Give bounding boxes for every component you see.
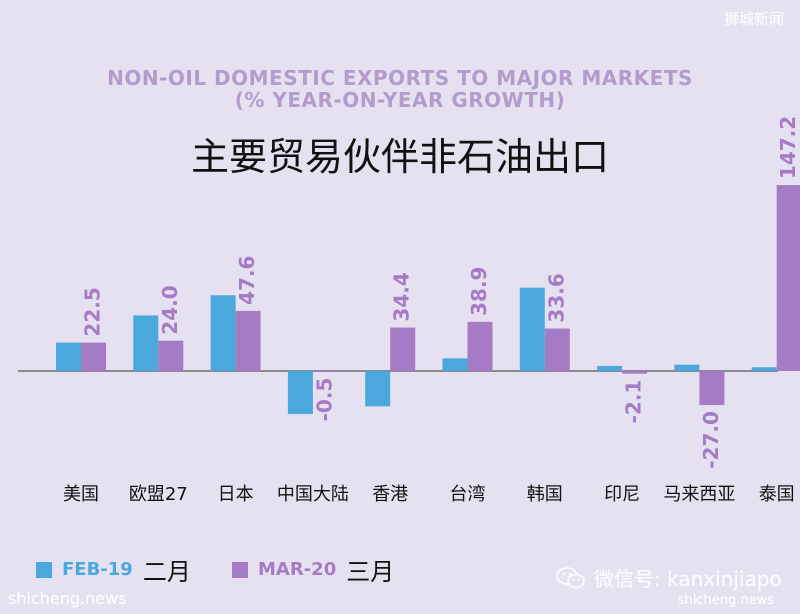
site-watermark-right: shicheng.news [677, 593, 774, 608]
bar-feb-2 [210, 295, 236, 371]
bar-feb-7 [597, 365, 623, 371]
bar-feb-9 [751, 367, 777, 371]
category-label-8: 马来西亚 [663, 484, 735, 505]
category-label-9: 泰国 [759, 484, 795, 505]
legend-label-mar: MAR-20 [258, 559, 337, 580]
bar-feb-5 [442, 358, 468, 371]
legend-item-mar: MAR-20 三月 [232, 552, 394, 587]
bar-feb-6 [519, 287, 545, 371]
bar-feb-0 [56, 342, 81, 371]
wechat-id-text: 微信号: kanxinjiapo [594, 567, 782, 591]
category-label-2: 日本 [218, 484, 254, 505]
category-label-7: 印尼 [604, 484, 640, 505]
value-label-8: -27.0 [699, 411, 723, 469]
chart-title: NON-OIL DOMESTIC EXPORTS TO MAJOR MARKET… [107, 66, 693, 90]
value-label-0: 22.5 [81, 287, 105, 336]
top-watermark: 狮城新闻 [723, 10, 784, 28]
chart-subtitle: (% YEAR-ON-YEAR GROWTH) [234, 88, 566, 112]
legend-item-feb: FEB-19 二月 [36, 552, 191, 587]
wechat-watermark: 微信号: kanxinjiapo [556, 563, 782, 592]
category-label-0: 美国 [63, 484, 99, 505]
value-label-7: -2.1 [622, 380, 646, 424]
site-watermark-left: shicheng.news [8, 589, 127, 608]
bar-feb-3 [287, 371, 313, 414]
value-label-6: 33.6 [544, 273, 568, 322]
category-label-3: 中国大陆 [277, 484, 349, 505]
bar-mar-6 [544, 328, 570, 371]
bar-mar-9 [776, 185, 800, 371]
legend-swatch-mar [232, 561, 248, 578]
bar-mar-7 [622, 371, 648, 374]
bar-mar-0 [81, 342, 106, 371]
legend-swatch-feb [36, 561, 52, 578]
bar-mar-2 [235, 310, 261, 371]
legend-label-mar-zh: 三月 [346, 558, 395, 586]
bar-mar-1 [158, 340, 184, 371]
bar-mar-8 [699, 371, 725, 406]
value-label-9: 147.2 [776, 116, 800, 179]
chart-title-chinese: 主要贸易伙伴非石油出口 [190, 135, 609, 179]
value-label-2: 47.6 [235, 256, 259, 305]
bar-feb-4 [365, 371, 391, 407]
value-label-4: 34.4 [390, 272, 414, 321]
legend-label-feb-zh: 二月 [142, 558, 191, 586]
bar-feb-8 [674, 364, 700, 371]
legend-label-feb: FEB-19 [62, 559, 133, 580]
category-label-6: 韩国 [527, 484, 563, 505]
category-label-1: 欧盟27 [129, 484, 188, 505]
bar-mar-4 [390, 327, 416, 371]
wechat-icon [556, 566, 585, 588]
bar-mar-3 [312, 371, 338, 372]
category-label-5: 台湾 [450, 484, 486, 505]
bar-mar-5 [467, 321, 493, 371]
bar-feb-1 [133, 315, 159, 371]
category-label-4: 香港 [372, 484, 408, 505]
value-label-1: 24.0 [158, 285, 182, 334]
value-label-5: 38.9 [467, 267, 491, 316]
value-label-3: -0.5 [312, 378, 336, 422]
